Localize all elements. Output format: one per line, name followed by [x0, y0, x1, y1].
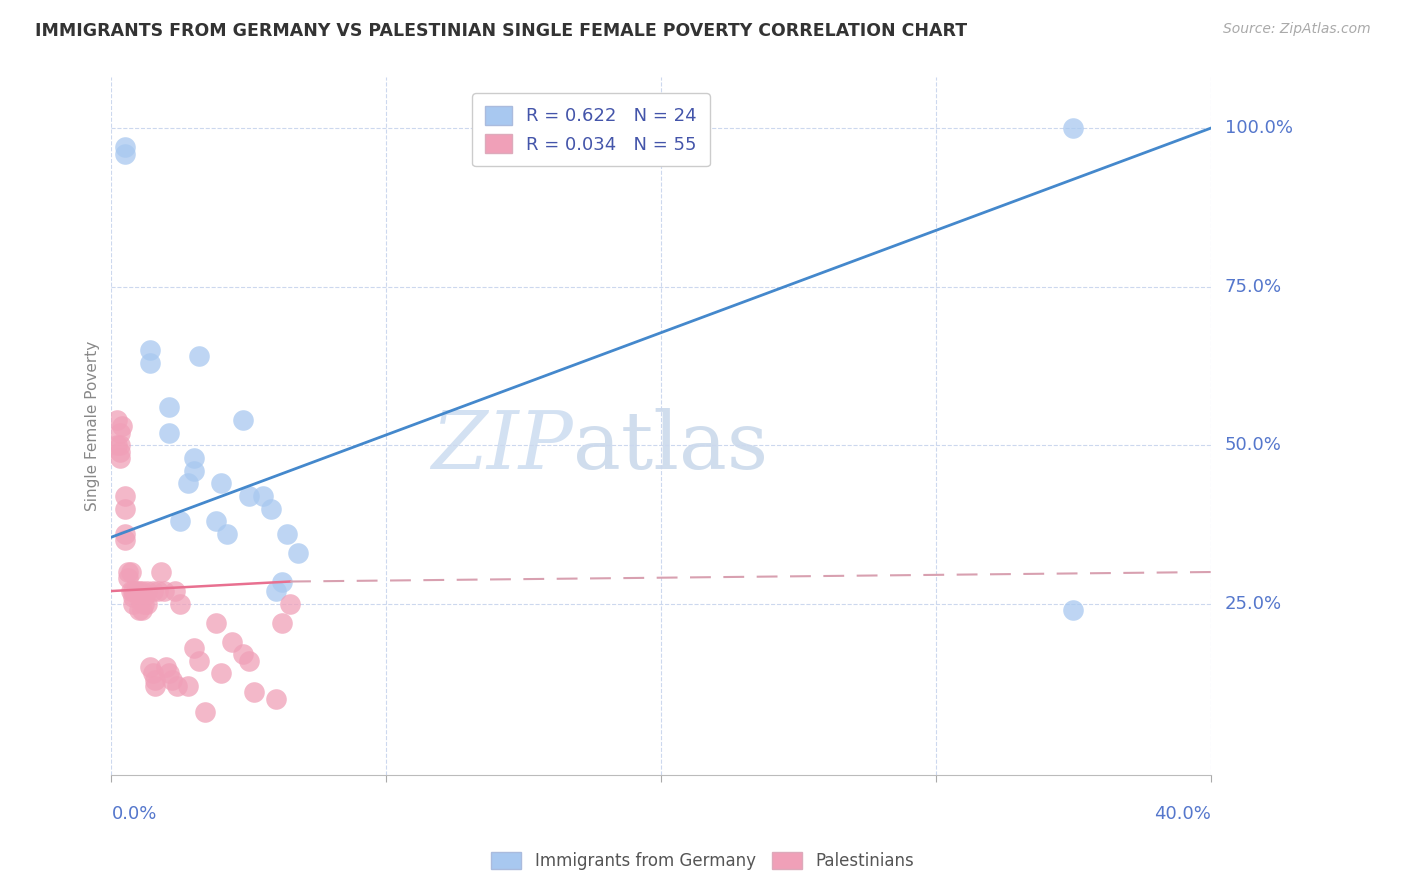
Point: [131, 603, 153, 617]
Text: IMMIGRANTS FROM GERMANY VS PALESTINIAN SINGLE FEMALE POVERTY CORRELATION CHART: IMMIGRANTS FROM GERMANY VS PALESTINIAN S…: [35, 22, 967, 40]
Point: [114, 140, 136, 154]
Point: [183, 464, 205, 478]
Point: [215, 527, 238, 541]
Point: [177, 679, 200, 693]
Point: [287, 546, 309, 560]
Point: [270, 574, 292, 589]
Point: [177, 476, 200, 491]
Point: [188, 350, 211, 364]
Point: [114, 501, 136, 516]
Point: [163, 584, 186, 599]
Point: [145, 679, 167, 693]
Point: [128, 603, 150, 617]
Text: Source: ZipAtlas.com: Source: ZipAtlas.com: [1223, 22, 1371, 37]
Point: [108, 438, 131, 452]
Point: [120, 584, 142, 599]
Point: [276, 527, 298, 541]
Point: [117, 565, 139, 579]
Point: [117, 571, 139, 585]
Legend: Immigrants from Germany, Palestinians: Immigrants from Germany, Palestinians: [485, 845, 921, 877]
Point: [232, 648, 254, 662]
Point: [128, 584, 150, 599]
Text: ZIP: ZIP: [432, 409, 574, 486]
Point: [142, 666, 165, 681]
Point: [142, 584, 165, 599]
Point: [169, 514, 191, 528]
Y-axis label: Single Female Poverty: Single Female Poverty: [86, 341, 100, 511]
Point: [266, 584, 288, 599]
Point: [238, 654, 260, 668]
Point: [108, 425, 131, 440]
Legend: R = 0.622   N = 24, R = 0.034   N = 55: R = 0.622 N = 24, R = 0.034 N = 55: [472, 94, 710, 167]
Point: [157, 425, 180, 440]
Point: [108, 444, 131, 458]
Point: [131, 584, 153, 599]
Text: 0.0%: 0.0%: [111, 805, 157, 823]
Point: [114, 527, 136, 541]
Point: [1062, 121, 1084, 136]
Point: [252, 489, 274, 503]
Point: [188, 654, 211, 668]
Point: [209, 476, 232, 491]
Text: 100.0%: 100.0%: [1225, 120, 1292, 137]
Point: [128, 591, 150, 605]
Point: [134, 597, 156, 611]
Text: 40.0%: 40.0%: [1154, 805, 1211, 823]
Point: [238, 489, 260, 503]
Point: [232, 413, 254, 427]
Point: [169, 597, 191, 611]
Point: [183, 641, 205, 656]
Point: [105, 413, 128, 427]
Text: atlas: atlas: [574, 409, 768, 486]
Point: [160, 673, 183, 687]
Point: [136, 584, 159, 599]
Point: [139, 660, 162, 674]
Point: [209, 666, 232, 681]
Point: [270, 615, 292, 630]
Point: [278, 597, 301, 611]
Point: [205, 514, 228, 528]
Point: [114, 533, 136, 548]
Point: [122, 591, 145, 605]
Point: [122, 584, 145, 599]
Point: [266, 691, 288, 706]
Point: [221, 634, 243, 648]
Point: [145, 673, 167, 687]
Point: [108, 450, 131, 465]
Point: [155, 660, 177, 674]
Point: [139, 343, 162, 357]
Point: [139, 356, 162, 370]
Point: [105, 438, 128, 452]
Point: [205, 615, 228, 630]
Point: [122, 597, 145, 611]
Point: [260, 501, 283, 516]
Point: [111, 419, 134, 434]
Point: [136, 597, 159, 611]
Point: [152, 584, 174, 599]
Point: [157, 666, 180, 681]
Point: [134, 591, 156, 605]
Point: [149, 565, 172, 579]
Point: [243, 685, 266, 699]
Point: [183, 450, 205, 465]
Point: [114, 489, 136, 503]
Text: 50.0%: 50.0%: [1225, 436, 1281, 454]
Point: [157, 400, 180, 414]
Point: [1062, 603, 1084, 617]
Point: [120, 565, 142, 579]
Point: [114, 146, 136, 161]
Point: [125, 584, 148, 599]
Text: 25.0%: 25.0%: [1225, 595, 1282, 613]
Point: [194, 705, 217, 719]
Point: [166, 679, 188, 693]
Point: [146, 584, 169, 599]
Text: 75.0%: 75.0%: [1225, 277, 1282, 295]
